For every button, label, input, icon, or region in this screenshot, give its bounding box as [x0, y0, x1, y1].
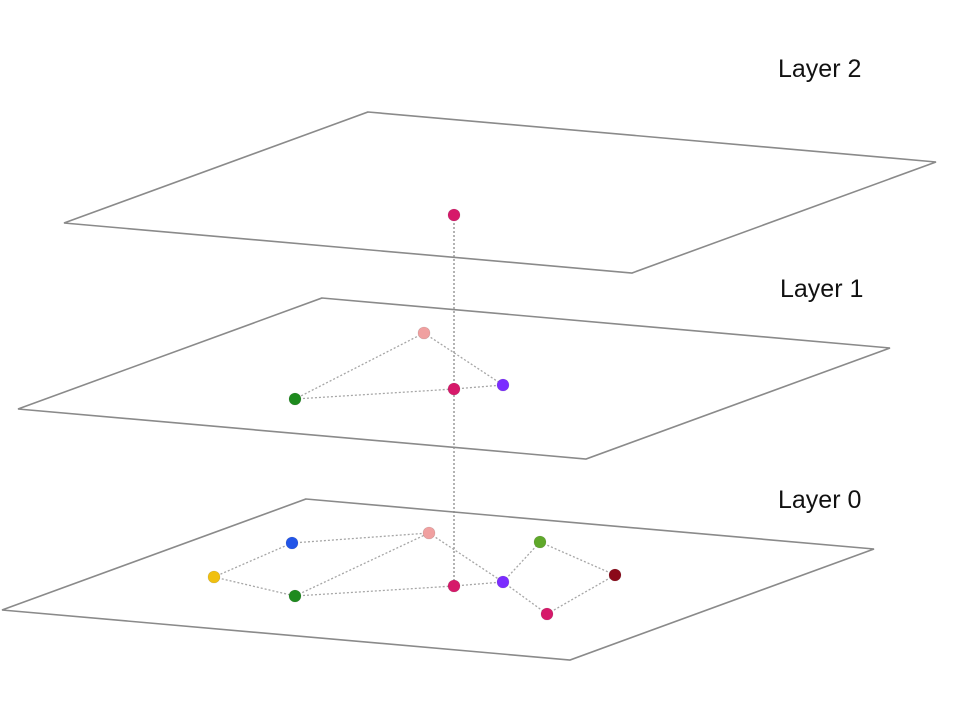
edge-l1-magenta-violet [453, 384, 504, 390]
layer-2-node-magenta [447, 208, 461, 222]
edge-l0-blue-pink [291, 532, 430, 544]
layer-0-node-yellow [207, 570, 221, 584]
edge-l0-magenta2-darkred [546, 574, 616, 615]
edge-l0-green-magenta [294, 585, 455, 597]
layer-0-node-magenta [447, 579, 461, 593]
layer-0-node-blue [285, 536, 299, 550]
layer-0-node-pink [422, 526, 436, 540]
edge-l0-yellow-green [213, 576, 296, 597]
edge-l1-pink-violet [423, 332, 504, 386]
edge-l0-green-pink [294, 532, 430, 597]
layer-0-node-green [288, 589, 302, 603]
layer-1-node-violet [496, 378, 510, 392]
edge-l1-green-magenta [294, 388, 455, 400]
layer-1-edges [294, 332, 504, 400]
layer-1-node-green [288, 392, 302, 406]
layer-1-plane [17, 297, 891, 460]
layer-0-label: Layer 0 [778, 486, 861, 514]
layer-0-plane [1, 498, 875, 661]
edge-l0-magenta-violet [453, 581, 504, 587]
layer-0-edges [213, 532, 616, 615]
layer-1-node-pink [417, 326, 431, 340]
edge-l1-pink-green [294, 332, 425, 400]
layer-0-node-magenta-2 [540, 607, 554, 621]
edge-l0-blue-yellow [213, 542, 293, 578]
layer-0-node-dark-red [608, 568, 622, 582]
layer-1-node-magenta [447, 382, 461, 396]
layer-0-node-violet [496, 575, 510, 589]
edge-l0-pink-violet [428, 532, 504, 583]
layer-2-plane [63, 111, 937, 274]
edge-l0-olive-darkred [539, 541, 616, 576]
layer-2-label: Layer 2 [778, 55, 861, 83]
layer-0-node-olive-green [533, 535, 547, 549]
layer-1-label: Layer 1 [780, 275, 863, 303]
edge-l0-violet-magenta2 [502, 581, 548, 615]
edge-l0-violet-olive [502, 541, 541, 583]
